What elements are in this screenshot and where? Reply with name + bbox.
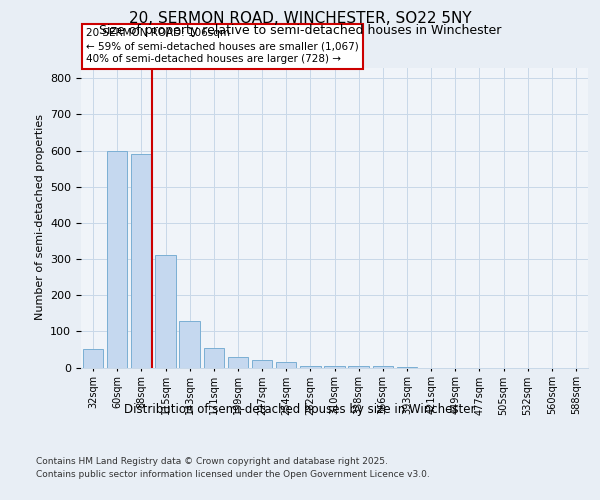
Bar — [155, 256, 176, 368]
Bar — [227, 356, 248, 368]
Bar — [300, 366, 320, 368]
Bar — [349, 366, 369, 368]
Bar — [324, 366, 345, 368]
Text: Distribution of semi-detached houses by size in Winchester: Distribution of semi-detached houses by … — [124, 402, 476, 415]
Text: Size of property relative to semi-detached houses in Winchester: Size of property relative to semi-detach… — [99, 24, 501, 37]
Bar — [179, 320, 200, 368]
Bar — [373, 366, 393, 368]
Bar — [131, 154, 152, 368]
Text: Contains HM Land Registry data © Crown copyright and database right 2025.: Contains HM Land Registry data © Crown c… — [36, 458, 388, 466]
Text: 20, SERMON ROAD, WINCHESTER, SO22 5NY: 20, SERMON ROAD, WINCHESTER, SO22 5NY — [128, 11, 472, 26]
Bar — [203, 348, 224, 368]
Y-axis label: Number of semi-detached properties: Number of semi-detached properties — [35, 114, 44, 320]
Text: Contains public sector information licensed under the Open Government Licence v3: Contains public sector information licen… — [36, 470, 430, 479]
Bar — [107, 150, 127, 368]
Bar — [83, 350, 103, 368]
Bar — [252, 360, 272, 368]
Text: 20 SERMON ROAD: 106sqm
← 59% of semi-detached houses are smaller (1,067)
40% of : 20 SERMON ROAD: 106sqm ← 59% of semi-det… — [86, 28, 359, 64]
Bar — [276, 362, 296, 368]
